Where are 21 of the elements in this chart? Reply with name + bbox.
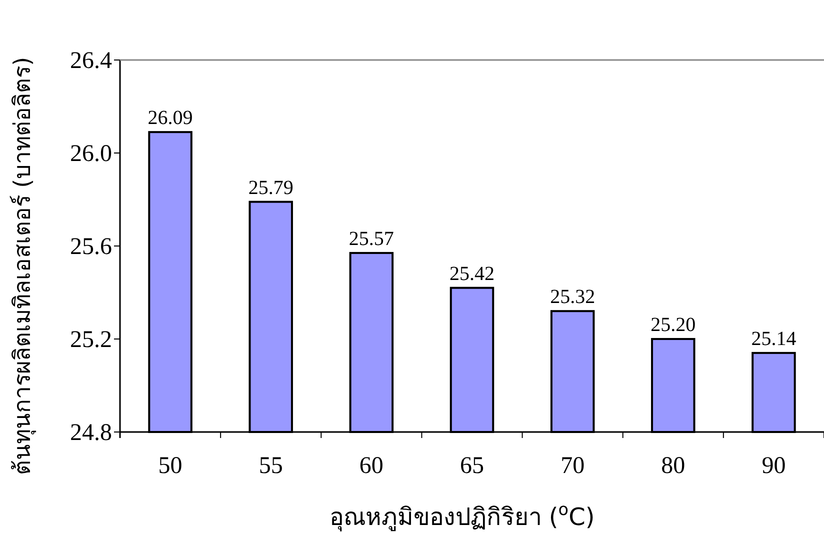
x-tick-label: 60: [359, 453, 384, 479]
y-axis-title: ต้นทุนการผลิตเมทิลเอสเตอร์ (บาทต่อลิตร): [9, 56, 36, 476]
x-tick-label: 55: [258, 453, 283, 479]
x-tick-label: 65: [460, 453, 484, 479]
x-tick-label: 50: [158, 453, 182, 479]
y-tick-label: 25.2: [70, 327, 112, 353]
y-tick-label: 25.6: [70, 234, 112, 260]
x-tick-label: 80: [661, 453, 686, 479]
data-label: 25.32: [550, 286, 596, 308]
data-label: 26.09: [148, 107, 193, 130]
data-label: 25.14: [751, 328, 796, 350]
y-tick-label: 24.8: [70, 420, 112, 446]
x-tick-label: 70: [560, 453, 585, 479]
x-tick-label: 90: [762, 453, 786, 479]
x-axis-title: อุณหภูมิของปฏิกิริยา ($^{o}$C): [329, 499, 595, 532]
data-label: 25.57: [348, 228, 394, 250]
data-label: 25.79: [248, 176, 294, 199]
data-label: 25.20: [650, 314, 696, 336]
y-tick-label: 26.4: [70, 48, 112, 74]
y-tick-label: 26.0: [70, 141, 112, 167]
data-label: 25.42: [450, 262, 494, 285]
